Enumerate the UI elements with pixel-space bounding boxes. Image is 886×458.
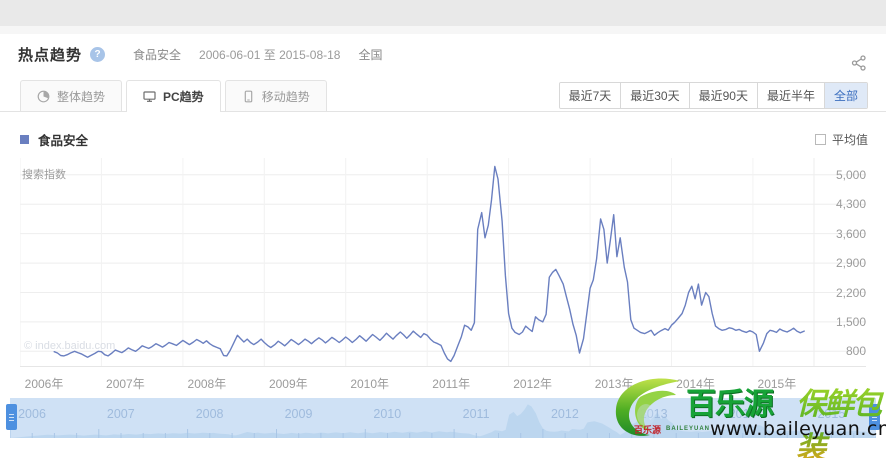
monitor-icon	[143, 90, 156, 103]
region-label: 全国	[358, 48, 383, 62]
tab-overall-trend-label: 整体趋势	[57, 90, 106, 104]
x-axis-tick-2013: 2013年	[594, 377, 634, 391]
range-selector-year-2006: 2006	[18, 407, 46, 421]
tab-row-divider	[0, 111, 886, 112]
range-selector-year-2007: 2007	[106, 407, 135, 421]
range-handle-left[interactable]	[6, 404, 17, 430]
x-axis-tick-2011: 2011年	[432, 377, 471, 391]
tab-overall-trend[interactable]: 整体趋势	[20, 80, 123, 112]
y-axis-tick-3600: 3,600	[835, 226, 866, 241]
x-axis-tick-2015: 2015年	[757, 377, 797, 391]
average-label: 平均值	[831, 133, 868, 147]
range-selector-year-2013: 2013	[639, 407, 668, 421]
share-icon[interactable]	[850, 54, 868, 72]
x-axis-tick-2012: 2012年	[513, 377, 552, 391]
mobile-phone-icon	[242, 90, 255, 103]
tab-mobile-trend-label: 移动趋势	[261, 90, 310, 104]
y-axis-tick-4300: 4,300	[835, 197, 866, 212]
range-button-30d[interactable]: 最近30天	[621, 83, 690, 108]
y-axis-tick-1500: 1,500	[835, 314, 866, 329]
y-axis-tick-800: 800	[845, 344, 866, 359]
range-button-7d[interactable]: 最近7天	[559, 83, 622, 108]
legend-series-label: 食品安全	[38, 134, 89, 148]
y-axis-tick-2900: 2,900	[835, 256, 866, 271]
x-axis-tick-2006: 2006年	[24, 377, 64, 391]
panel-header-inner: 热点趋势 ? 食品安全 2006-06-01 至 2015-08-18 全国	[18, 44, 382, 65]
range-selector-year-2009: 2009	[284, 407, 313, 421]
help-icon[interactable]: ?	[90, 47, 106, 62]
range-selector-year-2014: 2014	[728, 407, 757, 421]
y-axis-tick-5000: 5,000	[835, 167, 866, 182]
legend-row: 食品安全 平均值	[0, 125, 886, 153]
panel-header: 热点趋势 ? 食品安全 2006-06-01 至 2015-08-18 全国	[0, 34, 886, 80]
range-button-half-year[interactable]: 最近半年	[757, 83, 825, 108]
trend-chart-canvas[interactable]	[20, 158, 866, 366]
time-range-button-group: 最近7天 最近30天 最近90天 最近半年 全部	[558, 82, 868, 109]
tab-pc-trend-label: PC趋势	[163, 90, 204, 104]
range-selector-year-2008: 2008	[195, 407, 224, 421]
range-selector-year-2011: 2011	[462, 407, 490, 421]
range-handle-right[interactable]	[869, 404, 880, 430]
range-selector-year-2015: 2015	[817, 407, 846, 421]
x-axis-tick-2008: 2008年	[187, 377, 227, 391]
range-button-all[interactable]: 全部	[824, 83, 867, 108]
trend-tabs: 整体趋势 PC趋势	[20, 80, 331, 113]
y-axis-tick-labels: 800 1,500 2,200 2,900 3,600 4,300 5,000	[814, 158, 866, 366]
page-title: 热点趋势	[18, 47, 83, 64]
trend-tab-row: 整体趋势 PC趋势	[0, 80, 886, 113]
x-axis-tick-2009: 2009年	[268, 377, 308, 391]
range-button-90d[interactable]: 最近90天	[689, 83, 758, 108]
tab-mobile-trend[interactable]: 移动趋势	[224, 80, 327, 112]
page-top-strip	[0, 0, 886, 26]
tab-pc-trend[interactable]: PC趋势	[126, 80, 221, 113]
x-axis: 2006年 2007年 2008年 2009年 2010年 2011年 2012年 2013年…	[20, 366, 866, 392]
average-checkbox[interactable]	[814, 134, 826, 145]
range-selector-year-2012: 2012	[550, 407, 579, 421]
legend-color-swatch	[20, 135, 29, 144]
keyword-label: 食品安全	[133, 48, 182, 62]
range-selector-year-2010: 2010	[373, 407, 402, 421]
page-top-strip-shadow	[0, 26, 886, 34]
x-axis-tick-2014: 2014年	[676, 377, 715, 391]
y-axis-tick-2200: 2,200	[835, 285, 866, 300]
x-axis-tick-2010: 2010年	[350, 377, 390, 391]
x-axis-tick-2007: 2007年	[106, 377, 145, 391]
average-value-toggle[interactable]: 平均值	[814, 131, 868, 148]
trend-chart[interactable]: 搜索指数 800 1,500 2,200 2,900 3,600 4,300 5,000 ©…	[20, 158, 866, 366]
range-selector[interactable]: 2006 2007 2008 2009 2010 2011 2012 2013 2014 2015	[6, 398, 880, 438]
y-axis-title: 搜索指数	[22, 169, 66, 181]
legend-item-series[interactable]: 食品安全	[20, 130, 88, 149]
date-range-label: 2006-06-01 至 2015-08-18	[199, 48, 341, 62]
pie-chart-icon	[37, 90, 50, 103]
